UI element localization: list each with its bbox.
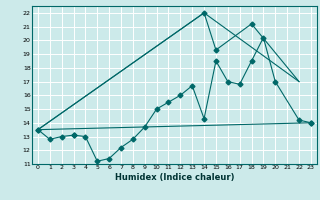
X-axis label: Humidex (Indice chaleur): Humidex (Indice chaleur) bbox=[115, 173, 234, 182]
